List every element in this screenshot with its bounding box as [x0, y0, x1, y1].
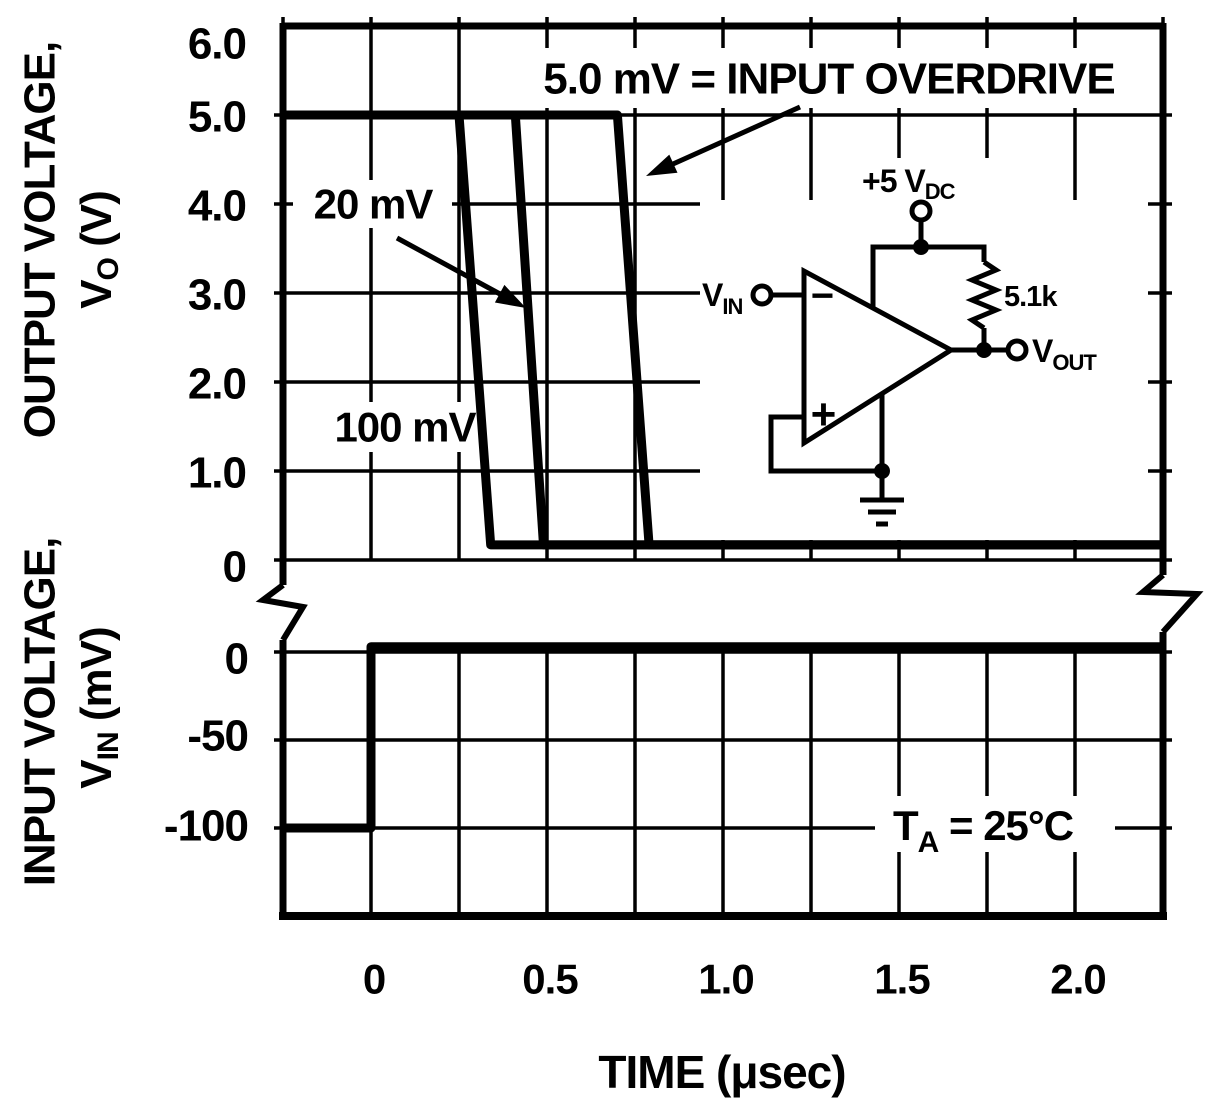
input-axis-title: INPUT VOLTAGE, [16, 538, 65, 887]
pullup-wire-top [921, 244, 987, 262]
supply-junction-dot [913, 239, 929, 255]
supply-label-bg [852, 158, 1002, 204]
output-axis-title: OUTPUT VOLTAGE, [16, 42, 65, 438]
mv100-annotation: 100 mV [334, 404, 476, 451]
ytick-5.0: 5.0 [188, 93, 246, 142]
temp-label-bg [875, 796, 1115, 852]
xtick-2.0: 2.0 [1050, 956, 1105, 1003]
resistor-body [965, 259, 1003, 331]
ytick-0mv: 0 [225, 635, 248, 684]
xtick-0: 0 [363, 956, 385, 1003]
mv20-arrowhead [494, 284, 526, 308]
mv20-annotation: 20 mV [314, 181, 434, 228]
overdrive-annotation: 5.0 mV = INPUT OVERDRIVE [543, 55, 1114, 104]
vin-label: VIN [702, 277, 742, 319]
noninv-ground-wire [768, 414, 882, 474]
mv100-label-bg [315, 402, 495, 452]
ytick-2.0: 2.0 [188, 360, 246, 409]
overdrive-arrowhead [646, 154, 678, 176]
ytick-0: 0 [223, 543, 246, 592]
traces [283, 110, 1163, 833]
mv20-label-bg [293, 180, 452, 228]
ground-junction-dot [874, 463, 890, 479]
vout-label: VOUT [1032, 333, 1097, 375]
vout-terminal [1005, 338, 1029, 362]
noninverting-input-sign: + [811, 390, 836, 439]
supply-terminal [909, 199, 933, 223]
ground-symbol [860, 497, 904, 527]
annotation-arrows [395, 104, 802, 308]
opamp-triangle [801, 266, 956, 448]
output-axis-symbol: VO (V) [72, 191, 125, 309]
trace-5-0-mv-overdrive [283, 110, 1163, 550]
overdrive-label-bg [500, 48, 1158, 108]
xtick-0.5: 0.5 [522, 956, 578, 1003]
vin-terminal [750, 283, 774, 307]
ytick-3.0: 3.0 [188, 271, 246, 320]
mv20-arrow [395, 235, 502, 297]
ytick--100mv: -100 [164, 802, 248, 851]
xtick-1.0: 1.0 [698, 956, 753, 1003]
temperature-annotation: TA = 25°C [893, 802, 1074, 859]
axis-break-left [255, 582, 308, 642]
text-layer: 6.0 5.0 4.0 3.0 2.0 1.0 0 0 -50 -100 0 0… [16, 20, 1116, 1099]
resistor-label: 5.1k [1004, 281, 1058, 313]
inverting-input-sign: − [811, 274, 833, 318]
axis-break-right [1135, 572, 1204, 635]
vplus-wire [870, 244, 921, 308]
input-axis-symbol: VIN (mV) [72, 627, 125, 788]
x-axis-title: TIME (μsec) [598, 1046, 845, 1098]
ytick--50mv: -50 [187, 712, 248, 761]
xtick-1.5: 1.5 [874, 956, 930, 1003]
circuit-inset: +5 VDC 5.1k VIN VOUT − + [702, 163, 1098, 527]
ytick-6.0: 6.0 [188, 20, 246, 69]
ytick-1.0: 1.0 [188, 449, 246, 498]
ytick-4.0: 4.0 [188, 182, 246, 231]
supply-label: +5 VDC [862, 163, 956, 204]
plot-borders [255, 22, 1204, 920]
overdrive-arrow [671, 104, 802, 167]
trace-input-step [283, 642, 1163, 833]
output-junction-dot [976, 342, 992, 358]
